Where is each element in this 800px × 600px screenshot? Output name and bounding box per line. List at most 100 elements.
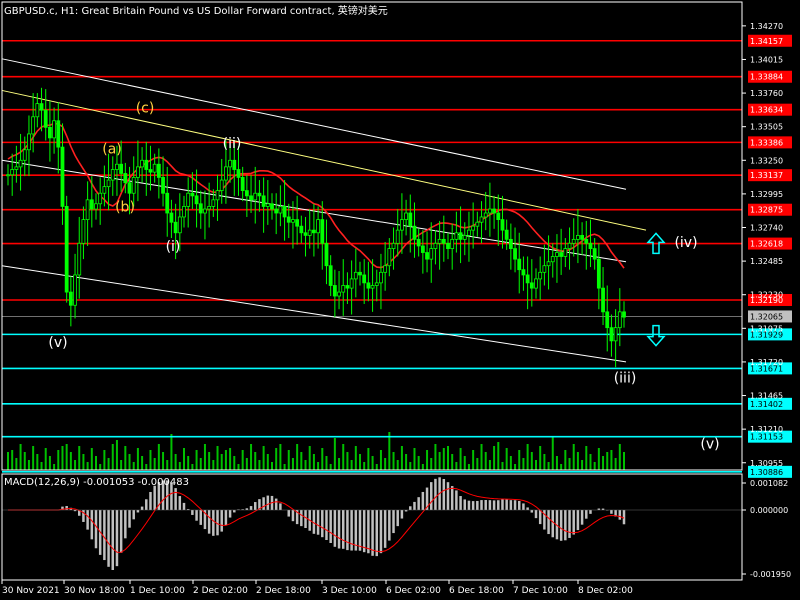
macd-signal-line [8,487,625,553]
candle-body [307,229,312,236]
candle-body [18,159,23,168]
candle-body [404,212,408,220]
candle-body [173,221,178,234]
trend-channels[interactable] [1,58,647,363]
candle-body [622,311,626,318]
candle-body [500,219,505,231]
cyan-level-tag [748,328,792,341]
y-tick-label: 1.33505 [750,123,783,132]
candle-body [270,203,274,210]
candle-body [203,208,207,214]
y-tick-label: 1.34015 [750,55,783,64]
candles [6,87,626,368]
candle-body [546,261,551,267]
candle-body [64,206,69,293]
candle-body [198,203,203,214]
candle-body [102,186,107,194]
cyan-level-tag [748,430,792,443]
wave-label: (b) [115,199,135,215]
cyan-level-tag [748,397,792,410]
candle-body [312,229,316,234]
red-level-tag [748,293,792,306]
candle-body [98,192,103,205]
time-axis[interactable]: 30 Nov 2021 30 Nov 18:00 1 Dec 10:00 2 Dec … [1,580,633,596]
wave-label: (v) [48,335,67,351]
candle-body [374,282,379,286]
candle-body [22,149,27,161]
candle-body [596,258,601,289]
candle-body [320,219,325,244]
main-frame [1,1,743,471]
candle-body [496,212,501,220]
candle-body [529,282,534,289]
wave-label: (iii) [614,371,637,387]
y-tick-label: 1.30955 [750,459,783,468]
price-axis[interactable]: 1.34270 1.34015 1.33760 1.33505 1.33250 1.329… [742,22,791,579]
x-tick-label: 30 Nov 18:00 [64,586,125,596]
candle-body [136,166,140,178]
candle-body [236,169,241,178]
candle-body [249,195,253,201]
wave-label: (a) [102,141,122,157]
candle-body [441,238,446,244]
candle-body [400,219,404,231]
candle-body [131,177,136,194]
red-level-label: 1.32190 [750,296,783,305]
candle-body [341,285,346,293]
candle-body [60,146,65,207]
candle-body [617,311,622,329]
candle-body [140,159,144,168]
red-level-label: 1.33634 [750,106,783,115]
candle-body [483,212,488,218]
candle-body [345,285,350,289]
candle-body [555,252,559,257]
macd-tick-label: 0.001082 [750,479,788,488]
signal-arrows [646,232,666,347]
candle-body [454,232,459,240]
candle-body [127,182,132,194]
candle-body [77,242,82,276]
candle-body [52,120,56,139]
candle-body [316,219,320,234]
candle-body [387,248,392,267]
red-level-tag [748,203,792,216]
x-tick-label: 6 Dec 18:00 [449,586,504,596]
candle-body [517,258,522,271]
channel-line [1,265,627,363]
candle-body [437,238,442,244]
x-tick-label: 1 Dec 10:00 [130,586,185,596]
candle-body [291,219,295,223]
y-tick-label: 1.32485 [750,257,783,266]
candle-body [353,271,358,280]
candle-body [94,203,98,210]
red-level-label: 1.32618 [750,240,783,249]
candle-body [362,274,367,284]
candle-body [601,287,605,313]
candle-body [475,221,480,227]
candle-body [39,103,44,111]
candle-body [513,248,517,260]
macd-frame [1,473,743,581]
candle-body [492,208,496,214]
candle-body [144,159,149,170]
candle-body [207,206,212,210]
candle-body [56,120,61,148]
red-level-tag [748,169,792,182]
candle-body [383,265,388,273]
candle-body [295,219,300,227]
candle-body [467,229,471,236]
candle-body [73,274,77,306]
candle-body [588,242,593,249]
candle-body [110,169,115,181]
red-level-label: 1.34157 [750,37,783,46]
red-level-tag [748,34,792,47]
candle-body [337,291,341,297]
channel-line [1,89,647,231]
candle-body [257,192,262,197]
candle-body [366,282,371,289]
candle-body [559,252,564,257]
moving-average-line [7,122,625,269]
y-tick-label: 1.34270 [750,22,783,31]
wave-label: (ii) [223,136,242,152]
